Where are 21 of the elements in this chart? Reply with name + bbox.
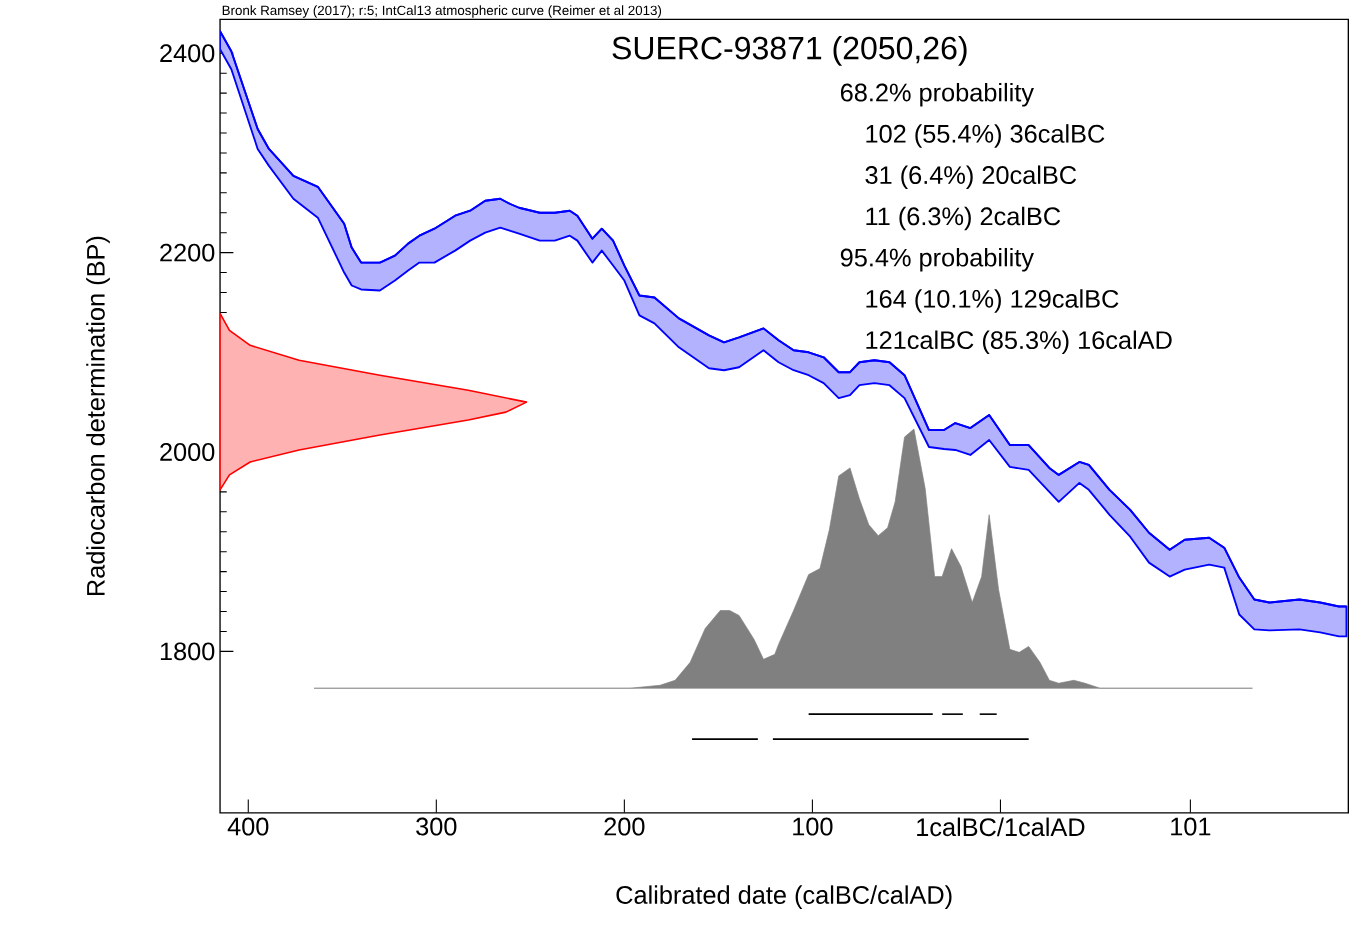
annotation: 68.2% probability (840, 82, 1034, 107)
y-tick-label: 2200 (160, 243, 215, 262)
annotation: 11 (6.3%) 2calBC (866, 206, 1061, 231)
annotation: 31 (6.4%) 20calBC (865, 165, 1077, 189)
annotation: 164 (10.1%) 129calBC (866, 289, 1119, 313)
annotation: 121calBC (85.3%) 16calAD (866, 330, 1172, 354)
chart-title: SUERC-93871 (2050,26) (612, 35, 967, 66)
annotation: 95.4% probability (840, 247, 1034, 272)
annotation: 102 (55.4%) 36calBC (866, 124, 1105, 148)
y-tick-label: 2400 (160, 44, 215, 63)
x-tick-label: 101 (1171, 817, 1211, 836)
y-tick-label: 1800 (160, 642, 215, 661)
x-axis-title: Calibrated date (calBC/calAD) (616, 885, 952, 909)
x-tick-label: 300 (416, 817, 457, 836)
text: Bronk Ramsey (2017); r:5; IntCal13 atmospheric curve (Reimer et al 2013) (222, 5, 662, 18)
x-tick-label: 400 (227, 817, 269, 836)
y-tick-label: 2000 (160, 442, 215, 461)
x-tick-label: 1calBC/1calAD (917, 817, 1085, 837)
x-tick-label: 100 (793, 817, 833, 836)
x-tick-label: 200 (604, 817, 645, 836)
y-axis-title: Radiocarbon determination (BP) (86, 236, 110, 595)
